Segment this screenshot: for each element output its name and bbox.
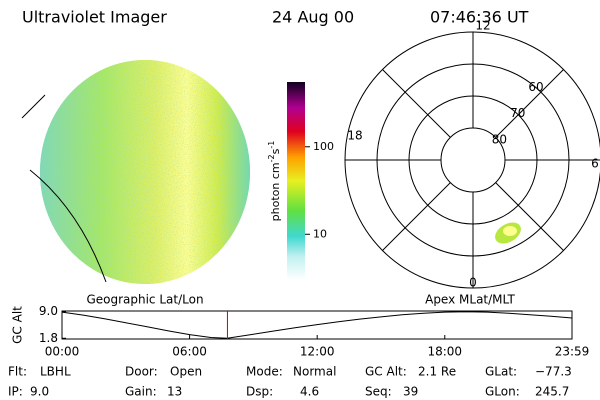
label-part: -2 (267, 154, 276, 162)
plot-label: Geographic Lat/Lon (86, 293, 203, 307)
info-value: LBHL (40, 365, 71, 379)
info-label: Mode: (246, 365, 283, 379)
x-tick-label: 18:00 (427, 345, 462, 359)
info-label: Door: (125, 365, 158, 379)
y-label: GC Alt (11, 306, 25, 344)
info-label: GC Alt: (365, 365, 407, 379)
info-label: GLat: (485, 365, 517, 379)
date: 24 Aug 00 (272, 8, 354, 27)
y-tick-label: 9.0 (39, 304, 58, 318)
info-label: Seq: (365, 385, 392, 399)
info-value: 2.1 Re (418, 365, 456, 379)
mlt-label: 6 (591, 157, 599, 171)
colorbar-tick-label: 10 (313, 227, 327, 240)
altitude-line (61, 311, 573, 339)
title: Ultraviolet Imager (22, 8, 167, 27)
info-value: 9.0 (30, 385, 49, 399)
aurora-core (503, 226, 517, 236)
colorbar-label: photon cm-2s-1 (267, 141, 282, 222)
limb-line (21, 94, 46, 119)
x-tick-label: 00:00 (45, 345, 80, 359)
info-label: Dsp: (246, 385, 273, 399)
mlt-label: 18 (347, 129, 362, 143)
info-label: Gain: (125, 385, 157, 399)
x-tick-label: 23:59 (555, 345, 590, 359)
lat-label: 60 (528, 80, 543, 94)
info-value: 39 (403, 385, 418, 399)
spoke (495, 182, 564, 251)
lat-label: 70 (510, 106, 525, 120)
x-tick-label: 06:00 (172, 345, 207, 359)
colorbar (287, 82, 305, 280)
uv-image (40, 60, 250, 284)
label-part: s (269, 148, 282, 154)
info-value: Normal (293, 365, 336, 379)
lat-label: 80 (492, 132, 507, 146)
mlt-label: 12 (475, 19, 490, 33)
info-value: 245.7 (535, 385, 569, 399)
time: 07:46:36 UT (430, 8, 529, 27)
limb-line (29, 169, 107, 283)
spoke (382, 69, 451, 138)
spoke (495, 69, 564, 138)
info-value: −77.3 (535, 365, 572, 379)
info-label: GLon: (485, 385, 520, 399)
label-part: photon cm (269, 162, 282, 221)
info-value: 13 (167, 385, 182, 399)
spoke (382, 182, 451, 251)
x-tick-label: 12:00 (300, 345, 335, 359)
label-part: -1 (267, 141, 276, 149)
y-tick-label: 1.8 (39, 331, 58, 345)
info-value: Open (170, 365, 202, 379)
mlt-label: 0 (469, 276, 477, 290)
info-value: 4.6 (300, 385, 319, 399)
plot-label: Apex MLat/MLT (425, 293, 515, 307)
info-label: Flt: (8, 365, 27, 379)
colorbar-tick-label: 100 (313, 140, 334, 153)
info-label: IP: (8, 385, 23, 399)
